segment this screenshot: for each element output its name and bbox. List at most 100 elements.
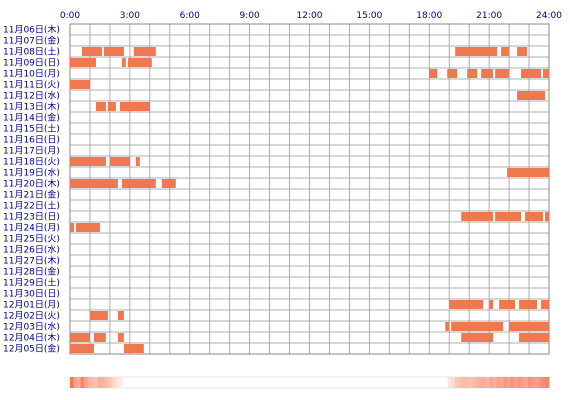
activity-bar [449, 300, 484, 309]
density-cell [101, 377, 106, 388]
density-cell [118, 377, 123, 388]
density-cell [482, 377, 487, 388]
density-cell [514, 377, 519, 388]
density-cell [538, 377, 543, 388]
density-cell [70, 377, 74, 388]
activity-bar [109, 157, 130, 166]
density-cell [458, 377, 463, 388]
density-cell [76, 377, 81, 388]
x-tick-label: 3:00 [120, 11, 140, 21]
density-cell [447, 377, 452, 388]
density-cell [510, 377, 515, 388]
density-cell [486, 377, 491, 388]
time-axis-labels: 0:00 3:00 6:00 9:00 12:00 15:00 18:00 21:00 24:0… [60, 11, 562, 21]
activity-bar [117, 333, 124, 342]
density-cell [461, 377, 466, 388]
activity-bar [127, 58, 152, 67]
activity-bar [70, 179, 118, 188]
x-tick-label: 0:00 [60, 11, 80, 21]
density-cell [479, 377, 484, 388]
row-label: 12月04日(木) [3, 332, 60, 344]
activity-bar [461, 212, 494, 221]
density-cell [472, 377, 477, 388]
row-label: 11月30日(日) [3, 289, 60, 300]
activity-bar [95, 102, 106, 111]
activity-bar [161, 179, 176, 188]
activity-bar [89, 311, 108, 320]
row-label: 11月19日(水) [3, 167, 60, 179]
row-label: 11月21日(金) [3, 189, 60, 201]
activity-bar [119, 102, 150, 111]
row-label: 11月20日(木) [3, 178, 60, 190]
row-label: 11月13日(木) [3, 101, 60, 113]
density-cell [90, 377, 95, 388]
density-cell [531, 377, 536, 388]
density-cell [500, 377, 505, 388]
activity-bar [525, 212, 544, 221]
activity-bar [461, 333, 494, 342]
row-label: 11月22日(土) [3, 200, 60, 212]
activity-bar [521, 69, 542, 78]
activity-bar [509, 322, 549, 331]
summary-density-strip [69, 376, 550, 389]
density-cell [454, 377, 459, 388]
activity-bar [545, 212, 549, 221]
activity-bar [93, 333, 106, 342]
density-cell [524, 377, 529, 388]
activity-bar [543, 69, 549, 78]
row-labels: 11月06日(木)11月07日(金)11月08日(土)11月09日(日)11月1… [3, 24, 60, 355]
density-cell [545, 377, 550, 388]
plot-frame [69, 23, 550, 355]
row-label: 11月08日(土) [3, 46, 60, 58]
row-label: 11月10日(月) [3, 69, 60, 80]
activity-bar [103, 47, 124, 56]
activity-bar [70, 344, 94, 353]
row-label: 11月24日(月) [3, 223, 60, 234]
density-cell [104, 377, 109, 388]
density-cell [517, 377, 522, 388]
activity-bar [121, 58, 126, 67]
grid [69, 23, 550, 355]
density-cell [73, 377, 78, 388]
activity-bar [133, 47, 156, 56]
activity-bar [70, 223, 74, 232]
row-label: 11月16日(日) [3, 135, 60, 146]
row-label: 11月17日(月) [3, 146, 60, 157]
x-tick-label: 6:00 [180, 11, 200, 21]
density-cell [493, 377, 498, 388]
row-label: 11月07日(金) [3, 35, 60, 47]
density-cell [475, 377, 480, 388]
row-label: 11月09日(日) [3, 58, 60, 69]
density-cell [83, 377, 88, 388]
density-cell [108, 377, 113, 388]
density-cell [115, 377, 120, 388]
density-cell [468, 377, 473, 388]
row-label: 11月06日(木) [3, 24, 60, 36]
density-cell [94, 377, 99, 388]
density-cell [535, 377, 540, 388]
density-cell [503, 377, 508, 388]
activity-bar [455, 47, 498, 56]
activity-bar [70, 80, 90, 89]
activity-bar [501, 47, 510, 56]
activity-bar [123, 344, 144, 353]
row-label: 11月26日(水) [3, 244, 60, 256]
density-cell [528, 377, 533, 388]
density-cell [489, 377, 494, 388]
activity-bar [70, 157, 106, 166]
x-tick-label: 21:00 [476, 11, 502, 21]
row-label: 11月12日(水) [3, 90, 60, 102]
activity-bar [517, 91, 546, 100]
density-cell [97, 377, 102, 388]
activity-bar [81, 47, 102, 56]
activity-bars [70, 47, 549, 353]
density-cell [111, 377, 116, 388]
row-label: 11月28日(金) [3, 266, 60, 278]
activity-bar [121, 179, 156, 188]
density-cell [465, 377, 470, 388]
activity-bar [70, 58, 96, 67]
density-cell [496, 377, 501, 388]
row-label: 11月23日(日) [3, 212, 60, 223]
activity-bar [451, 322, 504, 331]
